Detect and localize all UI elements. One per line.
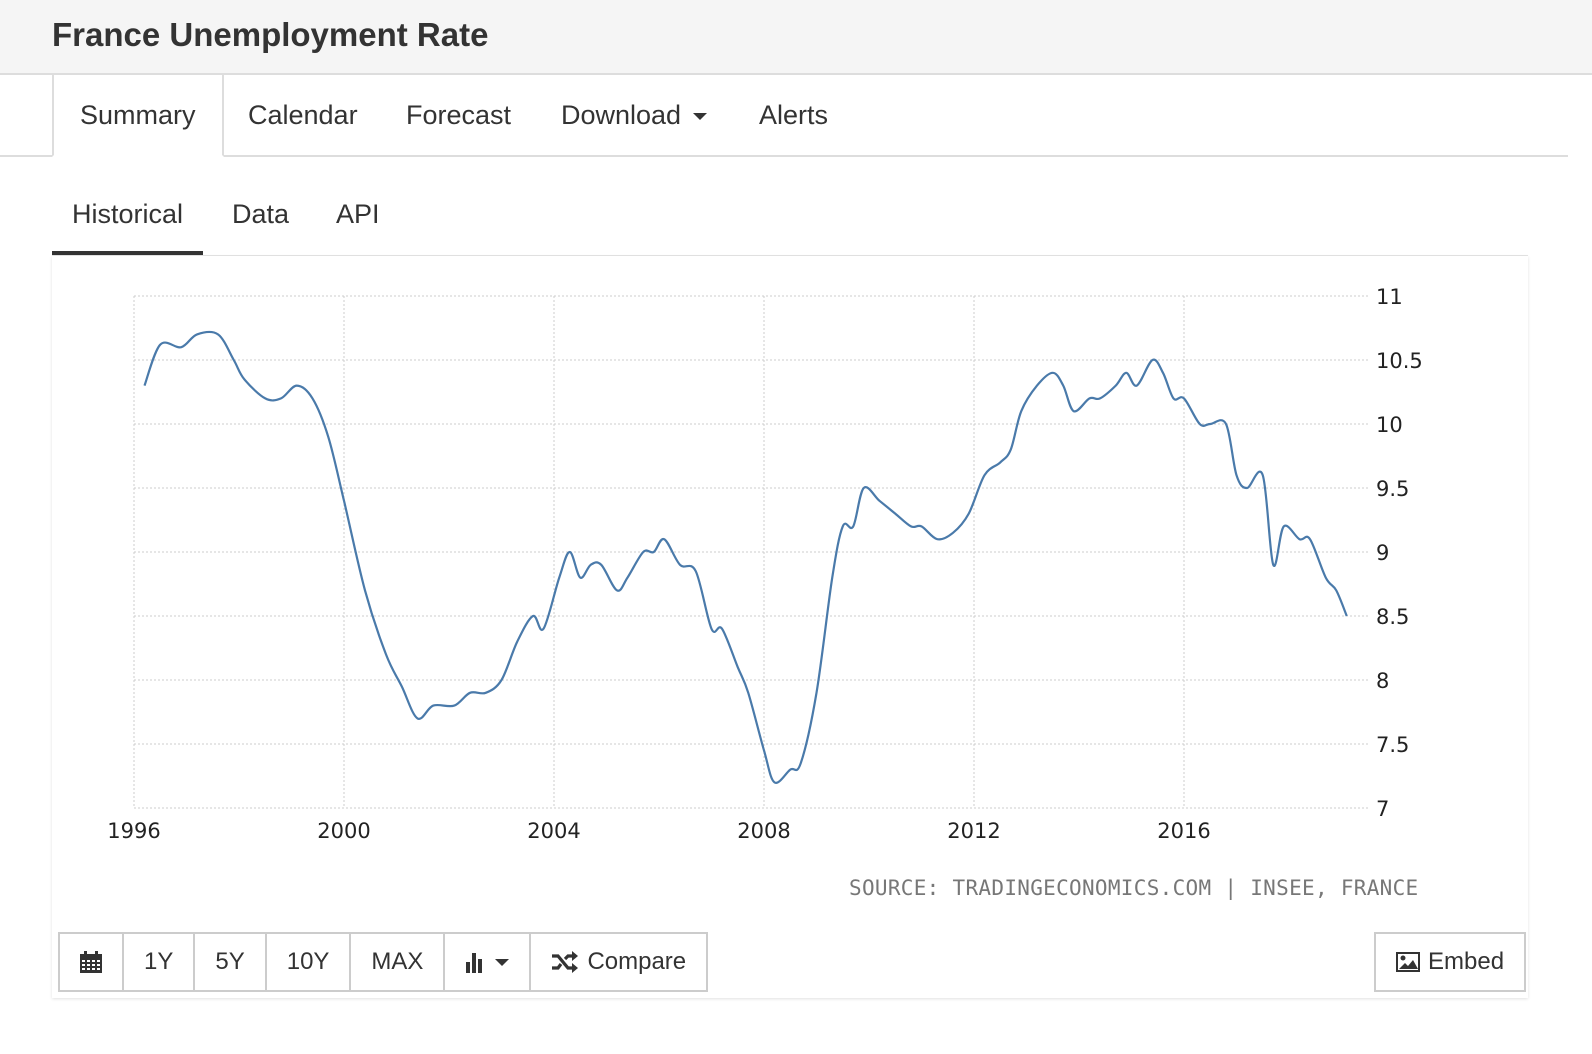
tab-download-label: Download [561, 100, 682, 130]
caret-down-icon [495, 958, 510, 966]
date-range-button[interactable] [60, 934, 124, 990]
calendar-icon [80, 951, 102, 973]
bar-chart-icon [466, 953, 483, 973]
series-line [143, 330, 1348, 784]
shuffle-icon [552, 951, 579, 973]
y-tick-label: 9 [1376, 541, 1389, 565]
page-title: France Unemployment Rate [52, 16, 489, 53]
main-nav: Summary Calendar Forecast Download Alert… [0, 75, 1568, 157]
x-tick-label: 2012 [947, 819, 1000, 843]
tab-summary[interactable]: Summary [52, 75, 224, 157]
chart-type-button[interactable] [445, 934, 532, 990]
x-tick-label: 2004 [527, 819, 580, 843]
tab-forecast[interactable]: Forecast [406, 100, 512, 130]
line-chart: 7 7.5 8 8.5 9 9.5 10 10.5 11 1996 2000 2004 2008 2012… [107, 285, 1422, 843]
y-tick-label: 10.5 [1376, 349, 1423, 373]
range-5y-button[interactable]: 5Y [195, 934, 267, 990]
y-tick-label: 7 [1376, 797, 1389, 821]
x-tick-label: 1996 [107, 819, 160, 843]
subtab-api[interactable]: API [336, 199, 380, 229]
caret-down-icon [693, 113, 708, 121]
subtab-historical[interactable]: Historical [52, 175, 204, 255]
chart-controls: 1Y 5Y 10Y MAX Compare [58, 932, 709, 992]
embed-label: Embed [1428, 948, 1505, 975]
x-tick-label: 2016 [1157, 819, 1210, 843]
y-tick-label: 8 [1376, 669, 1389, 693]
tab-calendar[interactable]: Calendar [248, 100, 358, 130]
y-tick-label: 10 [1376, 413, 1403, 437]
y-tick-label: 7.5 [1376, 733, 1409, 757]
page-header: France Unemployment Rate [0, 0, 1592, 75]
range-1y-button[interactable]: 1Y [124, 934, 196, 990]
grid [133, 295, 1368, 809]
y-tick-label: 8.5 [1376, 605, 1409, 629]
range-max-button[interactable]: MAX [351, 934, 446, 990]
axis-ticks: 7 7.5 8 8.5 9 9.5 10 10.5 11 1996 2000 2004 2008 2012… [107, 285, 1422, 843]
x-tick-label: 2000 [317, 819, 370, 843]
compare-label: Compare [587, 948, 687, 975]
x-tick-label: 2008 [737, 819, 790, 843]
y-tick-label: 9.5 [1376, 477, 1409, 501]
image-icon [1396, 952, 1420, 972]
tab-download[interactable]: Download [561, 75, 708, 155]
sub-nav: Historical Data API [52, 175, 1528, 256]
range-10y-button[interactable]: 10Y [266, 934, 352, 990]
y-tick-label: 11 [1376, 285, 1403, 309]
source-text: SOURCE: TRADINGECONOMICS.COM | INSEE, FR… [849, 876, 1419, 900]
subtab-data[interactable]: Data [232, 199, 290, 229]
tab-alerts[interactable]: Alerts [759, 100, 829, 130]
compare-button[interactable]: Compare [531, 934, 707, 990]
embed-button[interactable]: Embed [1374, 932, 1527, 992]
